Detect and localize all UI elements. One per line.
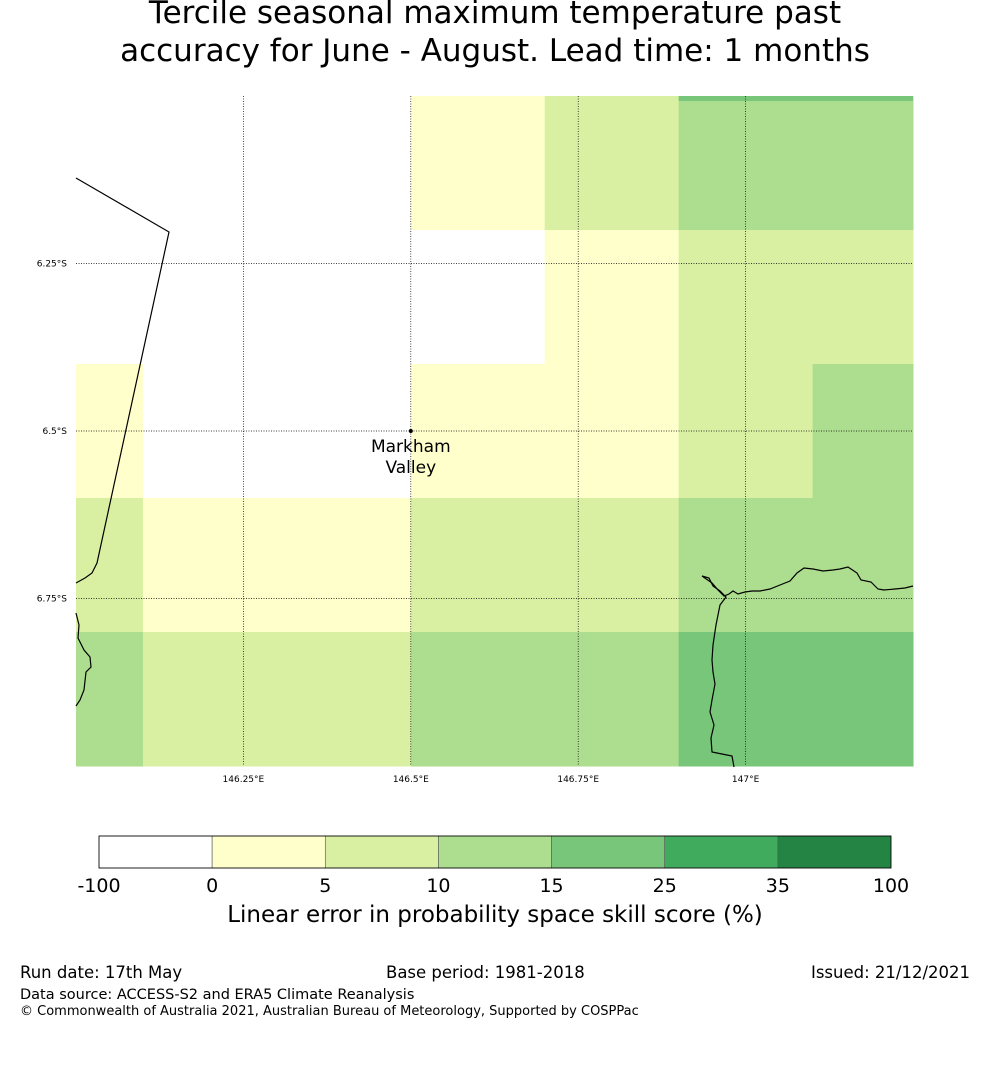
colorbar-segment xyxy=(664,835,779,869)
colorbar-tick-label: 10 xyxy=(426,875,450,897)
grid-cell xyxy=(142,96,412,231)
graticule xyxy=(76,96,913,766)
location-name-line-2: Valley xyxy=(385,458,436,478)
issued-date: Issued: 21/12/2021 xyxy=(810,963,970,982)
grid-cells xyxy=(76,96,914,767)
coastline-gulf xyxy=(701,566,914,597)
coastline-west xyxy=(75,612,92,707)
grid-cell xyxy=(678,230,814,365)
grid-cell xyxy=(678,498,814,633)
lat-tick-label: 6.75°S xyxy=(37,595,68,605)
grid-cell xyxy=(142,632,412,767)
colorbar-frame xyxy=(98,835,892,869)
map-title: Tercile seasonal maximum temperature pas… xyxy=(0,0,990,70)
grid-cell xyxy=(812,498,914,633)
lon-tick-label: 146.25°E xyxy=(223,775,265,785)
lat-tick-label: 6.5°S xyxy=(42,427,67,437)
colorbar-segment xyxy=(551,835,666,869)
colorbar: -100 0 5 10 15 25 35 100 xyxy=(77,835,909,897)
coastline xyxy=(75,177,914,768)
colorbar-segment xyxy=(211,835,326,869)
colorbar-tick-label: 5 xyxy=(319,875,331,897)
lat-tick-label: 6.25°S xyxy=(37,260,68,270)
grid-cell xyxy=(544,632,680,767)
location-dot xyxy=(408,429,413,433)
grid-cell xyxy=(812,230,914,365)
grid-cell xyxy=(544,230,680,365)
grid-cell xyxy=(76,364,144,499)
title-line-2: accuracy for June - August. Lead time: 1… xyxy=(120,33,870,69)
base-period: Base period: 1981-2018 xyxy=(386,963,585,982)
location-name-line-1: Markham xyxy=(371,437,451,457)
lon-tick-label: 146.5°E xyxy=(393,775,429,785)
grid-cell xyxy=(544,96,680,231)
grid-cell xyxy=(142,230,412,365)
grid-cell xyxy=(76,96,144,231)
grid-cell xyxy=(410,96,546,231)
run-date: Run date: 17th May xyxy=(20,963,183,982)
grid-cell xyxy=(410,230,546,365)
lon-tick-label: 146.75°E xyxy=(557,775,599,785)
axis-tick-labels: 146.25°E 146.5°E 146.75°E 147°E 6.25°S 6.5°S 6… xyxy=(37,260,760,786)
data-source: Data source: ACCESS-S2 and ERA5 Climate … xyxy=(20,987,415,1003)
grid-cell xyxy=(76,230,144,365)
grid-cell xyxy=(410,632,546,767)
colorbar-segment xyxy=(777,835,892,869)
grid-cell xyxy=(142,498,412,633)
grid-cell xyxy=(812,364,914,499)
grid-cell xyxy=(678,96,814,231)
colorbar-tick-label: 25 xyxy=(653,875,677,897)
colorbar-segment xyxy=(324,835,439,869)
grid-cell xyxy=(544,498,680,633)
copyright: © Commonwealth of Australia 2021, Austra… xyxy=(20,1004,639,1019)
title-line-1: Tercile seasonal maximum temperature pas… xyxy=(148,0,842,31)
grid-cell xyxy=(812,96,914,231)
colorbar-tick-label: -100 xyxy=(77,875,120,897)
grid-cell xyxy=(410,364,546,499)
colorbar-segment xyxy=(438,835,552,869)
colorbar-tick-label: 100 xyxy=(873,875,909,897)
grid-cell xyxy=(76,498,144,633)
colorbar-tick-label: 15 xyxy=(539,875,563,897)
grid-cell xyxy=(410,498,546,633)
coastline-east xyxy=(701,575,735,768)
colorbar-tick-label: 0 xyxy=(206,875,218,897)
colorbar-segment xyxy=(98,835,213,869)
colorbar-tick-label: 35 xyxy=(766,875,790,897)
colorbar-title: Linear error in probability space skill … xyxy=(227,902,763,928)
coastline-north-west xyxy=(75,177,170,584)
grid-cell xyxy=(812,632,914,767)
grid-cell-strip xyxy=(678,96,913,101)
lon-tick-label: 147°E xyxy=(732,775,760,785)
